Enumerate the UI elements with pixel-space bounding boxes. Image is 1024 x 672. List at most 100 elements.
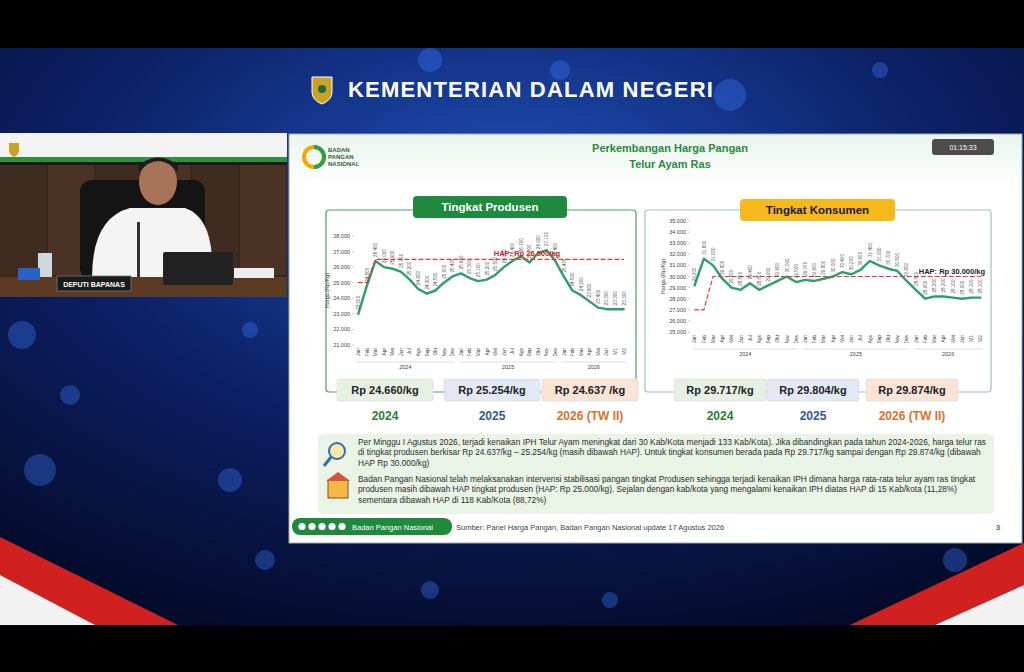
bokeh [255, 550, 275, 570]
x-tick-label: Mei [596, 348, 601, 356]
microphone [137, 222, 140, 277]
header-logo [312, 77, 332, 104]
footer-band [292, 518, 452, 535]
laptop [163, 252, 233, 285]
header-title: KEMENTERIAN DALAM NEGERI [348, 77, 714, 102]
x-tick-label: Jul [748, 335, 753, 341]
data-label: 29.000 [729, 269, 734, 283]
bokeh [8, 321, 36, 349]
data-label: 23.300 [613, 291, 618, 305]
y-tick [688, 254, 690, 255]
slide-logo [314, 147, 324, 167]
desk-item [18, 268, 40, 280]
data-label: 24.800 [365, 267, 370, 281]
data-label: 23.000 [356, 295, 361, 309]
x-tick-label: Sep [877, 335, 882, 344]
x-tick-label: Nov [442, 347, 447, 356]
summary-year: 2026 (TW II) [557, 409, 624, 423]
series-line [695, 277, 981, 310]
flag-white [935, 585, 1024, 625]
y-tick [352, 236, 354, 237]
flag-red [0, 537, 178, 625]
nameplate-text: DEPUTI BAPANAS [63, 281, 125, 288]
data-label: 28.200 [932, 278, 937, 292]
x-tick-label: Mei [840, 335, 845, 343]
summary-year: 2024 [707, 409, 734, 423]
y-tick-label: 34.000 [669, 229, 686, 235]
y-tick [688, 265, 690, 266]
data-label: 31.400 [868, 242, 873, 256]
y-tick-label: 30.000 [669, 274, 686, 280]
x-group-bracket [914, 349, 983, 350]
x-tick-label: Feb [702, 335, 707, 344]
x-tick-label: Ags [519, 347, 524, 356]
summary-box [337, 379, 433, 401]
data-label: 26.400 [373, 242, 378, 256]
y-tick [688, 276, 690, 277]
x-tick-label: Des [904, 334, 909, 343]
data-label: 25.400 [450, 258, 455, 272]
y-tick-label: 33.000 [669, 240, 686, 246]
x-tick-label: Jan [459, 348, 464, 356]
data-label: 28.200 [941, 278, 946, 292]
y-tick [688, 298, 690, 299]
summary-box [542, 379, 638, 401]
desk-item [234, 268, 274, 278]
data-label: 28.800 [757, 271, 762, 285]
x-tick-label: Mar [711, 335, 716, 344]
x-group-bracket [356, 362, 454, 363]
x-tick-label: Mei [390, 348, 395, 356]
flag-red [850, 543, 1024, 625]
data-label: 25.000 [442, 264, 447, 278]
icon-magnifier [324, 457, 331, 466]
series-line [358, 250, 623, 314]
summary-box [866, 379, 958, 401]
x-tick-label: Apr [485, 348, 490, 356]
x-tick-label: Feb [467, 348, 472, 357]
summary-value: Rp 25.254/kg [458, 384, 525, 396]
summary-year: 2025 [800, 409, 827, 423]
x-tick-label: Jan [692, 335, 697, 343]
x-tick-label: Apr [382, 348, 387, 356]
y-tick [688, 232, 690, 233]
y-tick-label: 22.000 [333, 326, 350, 332]
data-label: 30.000 [785, 258, 790, 272]
bokeh [602, 592, 618, 608]
x-group-label: 2026 [588, 364, 600, 370]
data-label: 29.600 [775, 262, 780, 276]
x-group-label: 2024 [739, 351, 751, 357]
desk [0, 277, 287, 297]
summary-value: Rp 24.637 /kg [555, 384, 625, 396]
summary-box [674, 379, 766, 401]
x-tick-label: Feb [570, 348, 575, 357]
x-group-label: 2024 [399, 364, 411, 370]
x-tick-label: Mar [373, 348, 378, 357]
y-tick-label: 21.000 [333, 342, 350, 348]
x-tick-label: Jul [510, 348, 515, 354]
data-label: 28.100 [951, 279, 956, 293]
data-label: 23.800 [587, 283, 592, 297]
y-tick-label: 29.000 [669, 285, 686, 291]
x-tick-label: Sep [527, 348, 532, 357]
x-tick-label: Nov [895, 334, 900, 343]
y-tick [352, 251, 354, 252]
data-label: 23.300 [604, 291, 609, 305]
y-tick-label: 32.000 [669, 251, 686, 257]
person-hair [139, 158, 178, 173]
flag-white [0, 575, 95, 625]
x-tick-label: Jun [739, 335, 744, 343]
social-icon [298, 523, 305, 530]
x-tick-label: Jun [604, 348, 609, 356]
data-label: 29.500 [794, 264, 799, 278]
data-label: 26.900 [536, 235, 541, 249]
data-label: 25.500 [493, 256, 498, 270]
x-tick-label: Feb [923, 335, 928, 344]
bokeh [218, 468, 242, 492]
data-label: 31.600 [702, 240, 707, 254]
x-tick-label: Mar [932, 335, 937, 344]
x-tick-label: Feb [812, 335, 817, 344]
y-tick-label: 31.000 [669, 262, 686, 268]
bokeh [714, 79, 746, 111]
background [0, 48, 1024, 626]
data-label: 29.800 [821, 260, 826, 274]
